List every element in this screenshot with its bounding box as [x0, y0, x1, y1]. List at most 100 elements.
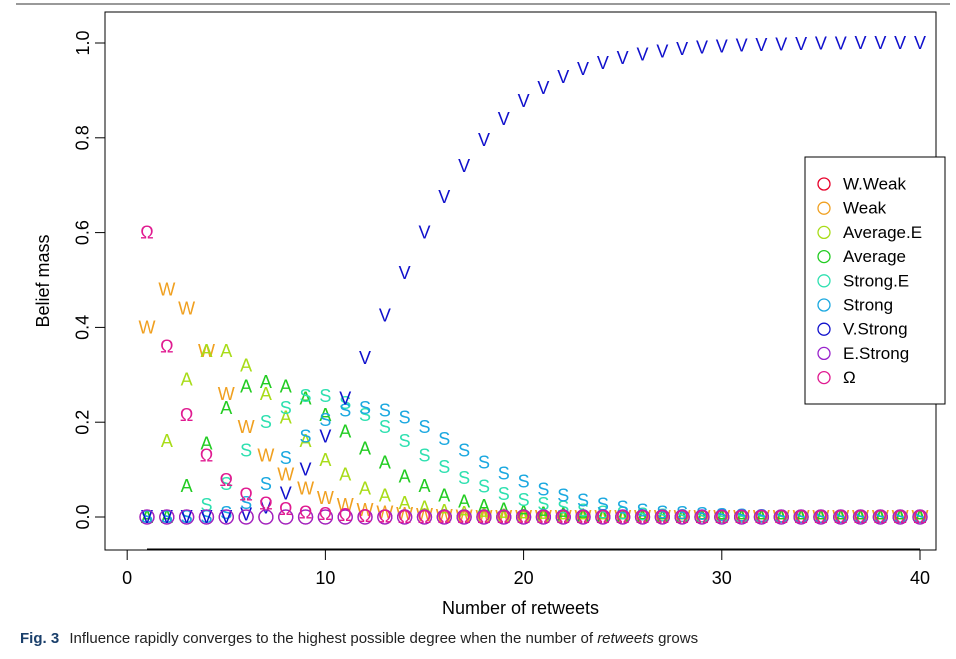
data-point: S [280, 448, 292, 468]
caption-label: Fig. 3 [20, 630, 60, 647]
data-point: S [458, 441, 470, 461]
legend-label: Average [843, 247, 906, 266]
data-point: Ω [596, 507, 609, 527]
data-point: Ω [180, 405, 193, 425]
data-point [337, 509, 353, 525]
data-point: S [597, 495, 609, 515]
data-point: W [158, 279, 175, 299]
data-point: A [141, 507, 153, 527]
legend-marker [817, 274, 831, 288]
data-point: A [300, 389, 312, 409]
data-point [178, 509, 195, 525]
data-point: S [260, 412, 272, 432]
data-point: Ω [220, 470, 233, 490]
data-point: A [676, 507, 688, 527]
data-point: S [240, 493, 252, 513]
legend-label: V.Strong [843, 320, 908, 339]
legend-label: Ω [843, 368, 856, 387]
data-point: S [537, 480, 549, 500]
legend-marker [817, 370, 831, 385]
y-tick-label: 0.6 [73, 220, 93, 245]
data-point: A [438, 486, 450, 506]
data-point: A [141, 507, 153, 527]
data-point: A [161, 507, 173, 527]
data-point: S [815, 507, 827, 527]
data-point [912, 509, 928, 525]
data-point: S [141, 507, 153, 527]
data-point: Ω [497, 507, 510, 527]
data-point: A [775, 507, 787, 527]
y-tick-label: 0.4 [73, 315, 93, 340]
data-point: V [200, 507, 212, 527]
data-point: S [874, 507, 886, 527]
data-point: S [418, 445, 430, 465]
data-point: A [260, 372, 272, 392]
data-point: A [835, 507, 847, 527]
data-point: S [874, 507, 886, 527]
data-point: Ω [874, 507, 887, 527]
data-point: A [716, 507, 728, 527]
data-point: S [478, 452, 490, 472]
data-point: Ω [438, 507, 451, 527]
data-point: S [300, 386, 312, 406]
data-point [852, 509, 869, 525]
data-point: A [914, 507, 926, 527]
data-point: A [755, 507, 767, 527]
data-point: V [637, 44, 649, 64]
data-point [476, 509, 492, 525]
data-point: S [438, 457, 450, 477]
data-point: S [716, 507, 728, 527]
data-point: V [220, 507, 232, 527]
x-axis-label: Number of retweets [442, 598, 599, 618]
data-point: A [161, 431, 173, 451]
scatter-chart: 0 10 20 30 40 0.0 0.2 0.4 0.6 0.8 1.0 Number of ret… [16, 3, 950, 618]
data-point: S [319, 386, 331, 406]
data-point: S [537, 494, 549, 514]
legend-label: E.Strong [843, 344, 909, 363]
data-point: W [218, 384, 235, 404]
data-point: V [736, 35, 748, 55]
data-point: V [894, 33, 906, 53]
data-point: A [696, 507, 708, 527]
data-point: S [478, 477, 490, 497]
data-point [595, 509, 611, 525]
data-point: V [518, 91, 530, 111]
data-point [773, 509, 789, 525]
data-point: A [597, 507, 609, 527]
data-point: A [815, 507, 827, 527]
data-point [317, 509, 334, 525]
data-point: V [716, 36, 728, 56]
data-point: Ω [576, 507, 589, 527]
data-point: V [656, 42, 668, 62]
data-point [198, 509, 215, 525]
data-point: S [379, 400, 391, 420]
data-point: V [478, 130, 490, 150]
data-point: A [181, 476, 193, 496]
data-point: V [280, 483, 292, 503]
data-point: A [181, 370, 193, 390]
data-point [813, 509, 829, 525]
data-point [436, 509, 452, 525]
data-point: V [874, 33, 886, 53]
data-point: Ω [378, 507, 391, 527]
data-point [555, 509, 571, 525]
data-point: S [617, 498, 629, 518]
data-point: V [399, 263, 411, 283]
data-point: S [835, 507, 847, 527]
data-point: A [359, 479, 371, 499]
data-point: A [339, 464, 351, 484]
legend-label: Average.E [843, 223, 922, 242]
data-point: S [518, 490, 530, 510]
data-point: A [418, 498, 430, 518]
data-point: A [478, 505, 490, 525]
y-tick-label: 0.2 [73, 410, 93, 435]
data-point [634, 509, 651, 525]
data-point: S [696, 507, 708, 527]
data-point: A [755, 507, 767, 527]
data-point [238, 509, 254, 525]
data-point: S [339, 400, 351, 420]
legend-box [804, 156, 946, 405]
data-point: S [438, 429, 450, 449]
